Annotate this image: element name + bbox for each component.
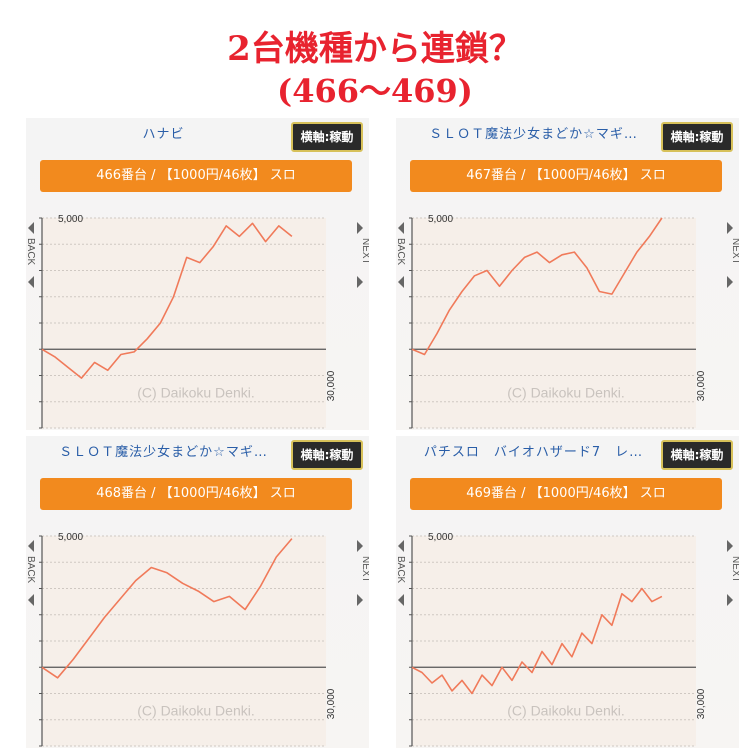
axis-toggle-button[interactable]: 横軸:稼動 xyxy=(661,440,733,470)
back-arrow-icon[interactable] xyxy=(28,540,34,552)
axis-toggle-button[interactable]: 横軸:稼動 xyxy=(291,122,363,152)
back-label[interactable]: BACK xyxy=(26,238,36,266)
next-arrow-icon[interactable] xyxy=(727,594,733,606)
data-series-line xyxy=(41,222,293,379)
back-label[interactable]: BACK xyxy=(396,238,406,266)
back-arrow-icon[interactable] xyxy=(28,222,34,234)
data-series-line xyxy=(411,217,663,356)
y-top-label: 5,000 xyxy=(428,532,453,543)
back-arrow-icon[interactable] xyxy=(28,276,34,288)
x-end-label: 30,000 xyxy=(326,370,337,401)
machine-title[interactable]: パチスロ バイオハザード7 レ… xyxy=(423,445,644,460)
data-series-line xyxy=(411,587,663,695)
machine-info-bar[interactable]: 466番台 / 【1000円/46枚】 スロ xyxy=(40,160,352,192)
y-top-label: 5,000 xyxy=(58,214,83,225)
headline: 2台機種から連鎖？ (466〜469) xyxy=(0,28,750,112)
watermark: (C) Daikoku Denki. xyxy=(137,702,254,718)
next-label[interactable]: NEXT xyxy=(360,556,369,583)
back-label[interactable]: BACK xyxy=(396,556,406,584)
x-end-label: 30,000 xyxy=(326,688,337,719)
machine-panel-468: ＳＬＯＴ魔法少女まどか☆マギ… 横軸:稼動 468番台 / 【1000円/46枚… xyxy=(26,436,369,748)
next-label[interactable]: NEXT xyxy=(730,556,739,583)
machine-title[interactable]: ハナビ xyxy=(142,127,185,142)
x-end-label: 30,000 xyxy=(696,370,707,401)
next-arrow-icon[interactable] xyxy=(357,276,363,288)
x-end-label: 30,000 xyxy=(696,688,707,719)
graph-area: 5,000 30,000 (C) Daikoku Denki. BACK NEXT xyxy=(396,214,739,429)
headline-line1: 2台機種から連鎖？ xyxy=(227,29,523,69)
next-arrow-icon[interactable] xyxy=(357,594,363,606)
graph-area: 5,000 30,000 (C) Daikoku Denki. BACK NEXT xyxy=(26,532,369,747)
machine-title[interactable]: ＳＬＯＴ魔法少女まどか☆マギ… xyxy=(429,127,638,142)
back-arrow-icon[interactable] xyxy=(398,540,404,552)
watermark: (C) Daikoku Denki. xyxy=(507,702,624,718)
axis-toggle-button[interactable]: 横軸:稼動 xyxy=(661,122,733,152)
next-arrow-icon[interactable] xyxy=(727,540,733,552)
machine-panel-469: パチスロ バイオハザード7 レ… 横軸:稼動 469番台 / 【1000円/46… xyxy=(396,436,739,748)
next-arrow-icon[interactable] xyxy=(727,276,733,288)
machine-panel-467: ＳＬＯＴ魔法少女まどか☆マギ… 横軸:稼動 467番台 / 【1000円/46枚… xyxy=(396,118,739,430)
y-top-label: 5,000 xyxy=(428,214,453,225)
watermark: (C) Daikoku Denki. xyxy=(507,384,624,400)
next-arrow-icon[interactable] xyxy=(357,540,363,552)
watermark: (C) Daikoku Denki. xyxy=(137,384,254,400)
headline-line2: (466〜469) xyxy=(277,72,473,110)
back-arrow-icon[interactable] xyxy=(398,222,404,234)
back-arrow-icon[interactable] xyxy=(398,276,404,288)
data-series-line xyxy=(41,538,293,679)
machine-info-bar[interactable]: 469番台 / 【1000円/46枚】 スロ xyxy=(410,478,722,510)
axis-toggle-button[interactable]: 横軸:稼動 xyxy=(291,440,363,470)
graph-area: 5,000 30,000 (C) Daikoku Denki. BACK NEXT xyxy=(26,214,369,429)
next-label[interactable]: NEXT xyxy=(360,238,369,265)
next-label[interactable]: NEXT xyxy=(730,238,739,265)
y-top-label: 5,000 xyxy=(58,532,83,543)
graph-area: 5,000 30,000 (C) Daikoku Denki. BACK NEXT xyxy=(396,532,739,747)
machine-title[interactable]: ＳＬＯＴ魔法少女まどか☆マギ… xyxy=(59,445,268,460)
next-arrow-icon[interactable] xyxy=(727,222,733,234)
machine-info-bar[interactable]: 467番台 / 【1000円/46枚】 スロ xyxy=(410,160,722,192)
back-arrow-icon[interactable] xyxy=(398,594,404,606)
back-label[interactable]: BACK xyxy=(26,556,36,584)
machine-panel-466: ハナビ 横軸:稼動 466番台 / 【1000円/46枚】 スロ 5,000 30… xyxy=(26,118,369,430)
next-arrow-icon[interactable] xyxy=(357,222,363,234)
machine-info-bar[interactable]: 468番台 / 【1000円/46枚】 スロ xyxy=(40,478,352,510)
back-arrow-icon[interactable] xyxy=(28,594,34,606)
